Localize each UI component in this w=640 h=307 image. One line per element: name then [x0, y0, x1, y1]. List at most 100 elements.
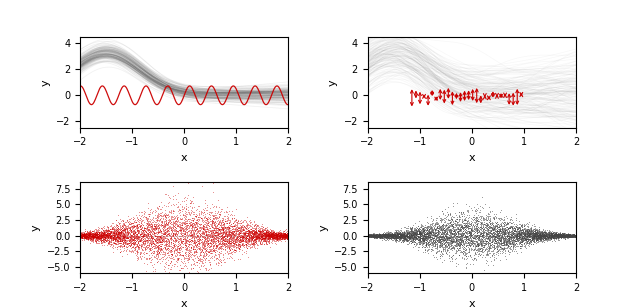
Point: [388, 234, 399, 239]
Point: [211, 205, 221, 210]
Point: [449, 228, 459, 233]
Point: [257, 234, 268, 239]
Point: [118, 236, 128, 241]
Point: [236, 239, 246, 244]
Point: [234, 241, 244, 246]
Point: [362, 232, 372, 237]
Point: [543, 231, 553, 236]
Point: [515, 230, 525, 235]
Point: [232, 219, 242, 224]
Point: [541, 234, 552, 239]
Point: [563, 234, 573, 239]
Point: [476, 230, 486, 235]
Point: [269, 236, 279, 241]
Point: [540, 236, 550, 241]
Point: [365, 233, 375, 238]
Point: [374, 234, 385, 239]
Point: [468, 240, 478, 245]
Point: [138, 229, 148, 234]
Point: [166, 226, 176, 231]
Point: [463, 223, 474, 228]
Point: [388, 235, 398, 240]
Point: [147, 231, 157, 236]
Point: [171, 228, 181, 233]
Point: [444, 246, 454, 251]
Point: [259, 236, 269, 241]
Point: [144, 214, 154, 219]
Point: [261, 231, 271, 236]
Point: [412, 237, 422, 242]
Point: [519, 237, 529, 242]
Point: [559, 235, 569, 240]
Point: [136, 245, 146, 250]
Point: [497, 240, 508, 245]
Point: [567, 233, 577, 238]
Point: [376, 233, 387, 238]
Point: [274, 235, 284, 240]
Point: [207, 234, 218, 239]
Point: [132, 241, 143, 246]
Point: [481, 239, 491, 243]
Point: [404, 235, 415, 239]
Point: [442, 236, 452, 241]
Point: [256, 237, 266, 242]
Point: [116, 254, 127, 258]
Point: [199, 216, 209, 221]
Point: [561, 233, 572, 238]
Point: [387, 237, 397, 242]
Point: [85, 237, 95, 242]
Point: [492, 233, 502, 238]
Point: [535, 233, 545, 238]
Point: [520, 233, 530, 238]
Point: [112, 234, 122, 239]
Point: [233, 234, 243, 239]
Point: [560, 233, 570, 238]
Point: [449, 236, 459, 241]
Point: [418, 229, 428, 234]
Point: [95, 232, 105, 237]
Point: [505, 225, 515, 230]
Point: [129, 216, 140, 221]
Point: [214, 213, 225, 218]
Point: [88, 233, 98, 238]
Point: [502, 236, 513, 241]
Point: [239, 228, 250, 233]
Point: [517, 238, 527, 243]
Point: [371, 232, 381, 237]
Point: [458, 229, 468, 234]
Point: [214, 244, 225, 249]
Point: [396, 232, 406, 237]
Point: [397, 233, 408, 238]
Point: [146, 217, 156, 222]
Point: [554, 234, 564, 239]
Point: [131, 239, 141, 243]
Point: [518, 230, 528, 235]
Point: [95, 238, 106, 243]
Point: [525, 236, 535, 241]
Point: [500, 230, 511, 235]
Point: [428, 232, 438, 237]
Point: [551, 234, 561, 239]
Point: [409, 230, 419, 235]
Point: [468, 231, 479, 236]
Point: [532, 238, 542, 243]
Point: [447, 229, 458, 234]
Point: [390, 236, 401, 241]
Point: [274, 236, 284, 241]
Point: [276, 233, 286, 238]
Point: [214, 235, 225, 239]
Point: [214, 252, 224, 257]
Point: [530, 229, 540, 234]
Point: [425, 241, 435, 246]
Point: [260, 231, 270, 235]
Point: [392, 234, 403, 239]
Point: [164, 260, 175, 265]
Point: [447, 239, 458, 244]
Point: [82, 228, 92, 233]
Point: [433, 222, 444, 227]
Point: [477, 250, 487, 255]
Point: [390, 234, 400, 239]
Point: [175, 231, 186, 236]
Point: [151, 235, 161, 240]
Point: [181, 210, 191, 215]
